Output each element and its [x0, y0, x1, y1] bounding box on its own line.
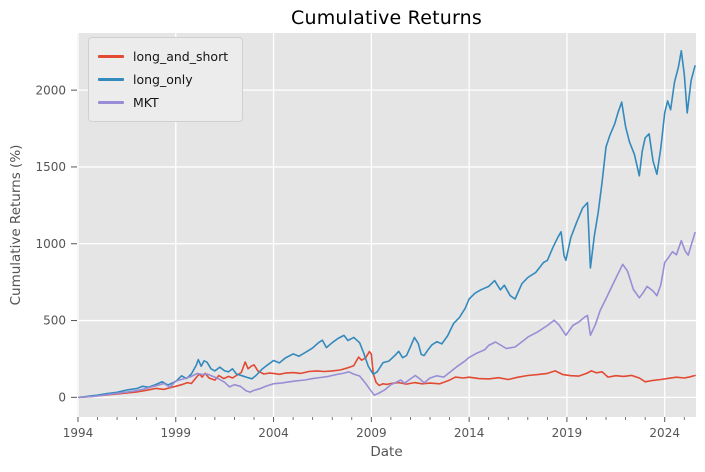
y-tick-label: 2000	[35, 83, 66, 97]
x-tick-label: 2014	[454, 426, 485, 440]
legend-label: long_only	[133, 72, 193, 87]
y-tick-label: 500	[43, 314, 66, 328]
y-axis-label: Cumulative Returns (%)	[8, 144, 24, 306]
legend-line-sample	[98, 55, 124, 58]
legend-label: long_and_short	[133, 49, 229, 64]
y-tick-label: 1500	[35, 160, 66, 174]
series-line-MKT	[78, 231, 696, 399]
x-tick-label: 2009	[356, 426, 387, 440]
x-axis-label: Date	[370, 444, 403, 460]
legend-entry-MKT: MKT	[98, 91, 228, 114]
x-tick-label: 2024	[649, 426, 680, 440]
series-line-long_and_short	[78, 350, 696, 399]
x-tick-label: 1994	[63, 426, 94, 440]
legend-label: MKT	[133, 95, 159, 110]
legend-line-sample	[98, 101, 124, 104]
y-tick-label: 0	[58, 391, 66, 405]
legend-entry-long_and_short: long_and_short	[98, 45, 228, 68]
chart-title: Cumulative Returns	[290, 7, 483, 29]
legend-entry-long_only: long_only	[98, 68, 228, 91]
x-tick-label: 1999	[160, 426, 191, 440]
x-tick-label: 2019	[552, 426, 583, 440]
legend: long_and_short long_only MKT	[88, 37, 244, 122]
x-tick-label: 2004	[258, 426, 289, 440]
legend-line-sample	[98, 78, 124, 81]
y-tick-label: 1000	[35, 237, 66, 251]
series-line-long_only	[78, 50, 696, 399]
